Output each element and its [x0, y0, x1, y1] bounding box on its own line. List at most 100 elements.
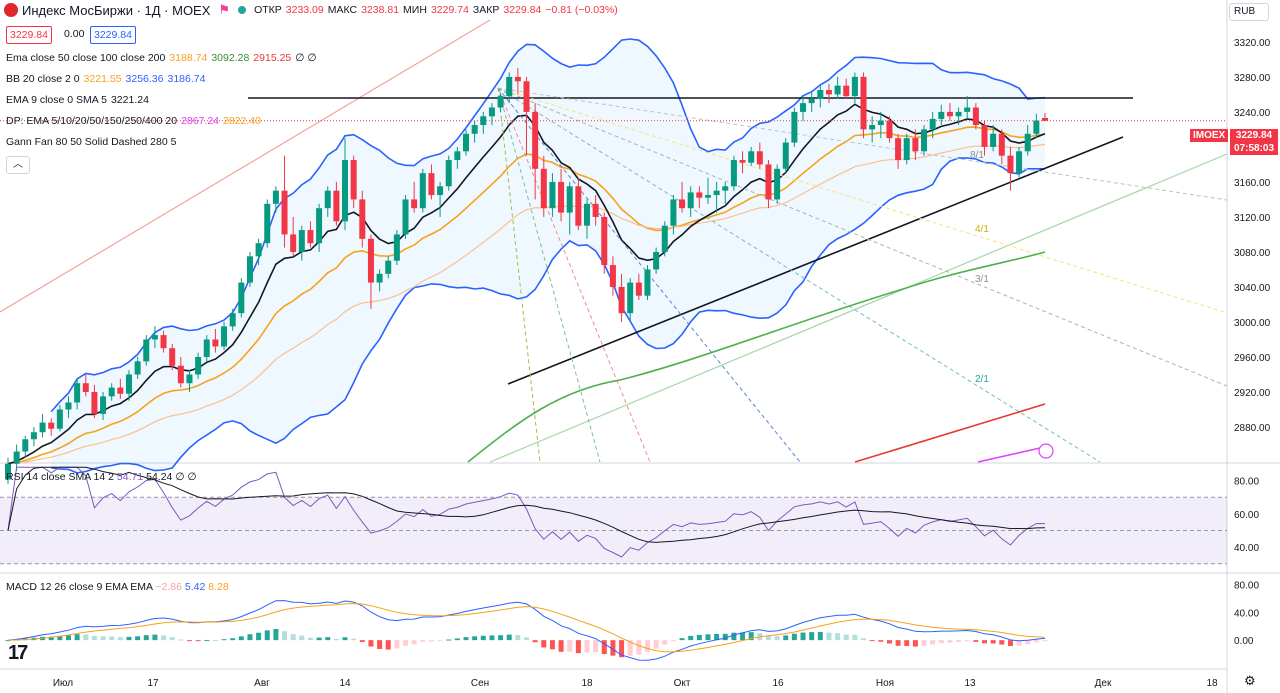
rsi-sma-value: 54.24 — [146, 471, 173, 483]
low-label: МИН — [403, 4, 427, 16]
spread-value: 0.00 — [64, 28, 85, 40]
collapse-legend-button[interactable]: ︿ — [6, 156, 30, 174]
macd-histogram-bar — [65, 635, 71, 641]
indicator-legend-item[interactable]: Gann Fan 80 50 Solid Dashed 280 5 — [6, 136, 180, 148]
candle-body — [877, 120, 884, 126]
gann-fan-line — [0, 19, 491, 313]
macd-histogram-bar — [454, 638, 460, 641]
candle-body — [532, 111, 539, 169]
candle-body — [843, 85, 850, 97]
price-tick-label: 3320.00 — [1234, 38, 1271, 49]
macd-histogram-bar — [515, 635, 521, 641]
macd-histogram-bar — [472, 636, 478, 641]
candle-body — [125, 374, 132, 394]
currency-selector[interactable]: RUB — [1229, 3, 1269, 21]
macd-signal-line — [7, 603, 1046, 653]
candle-body — [540, 168, 547, 209]
macd-histogram-bar — [999, 640, 1005, 645]
candle-body — [886, 120, 893, 139]
candle-body — [566, 186, 573, 213]
candle-body — [212, 339, 219, 347]
macd-histogram-bar — [532, 640, 538, 643]
flag-icon[interactable]: ⚑ — [218, 2, 231, 17]
candle-body — [1016, 151, 1023, 174]
tradingview-logo-icon[interactable]: 17 — [8, 642, 28, 664]
candle-body — [298, 230, 305, 252]
macd-histogram-bar — [774, 636, 780, 641]
indicator-value: 2867.24 — [181, 115, 220, 127]
candle-body — [74, 383, 81, 403]
indicator-legend-item[interactable]: Ema close 50 close 100 close 200 3188.74 3… — [6, 52, 320, 64]
candle-body — [238, 282, 245, 314]
open-value: 3233.09 — [285, 4, 324, 16]
macd-histogram-bar — [91, 635, 97, 641]
candle-body — [635, 282, 642, 296]
candle-body — [860, 76, 867, 130]
last-price: 3229.84 — [1235, 130, 1273, 141]
macd-histogram-bar — [601, 640, 607, 655]
symbol-title[interactable]: Индекс МосБиржи · 1Д · MOEX — [22, 2, 211, 18]
price-tick-label: 3000.00 — [1234, 318, 1271, 329]
candle-body — [851, 76, 858, 97]
gann-fan-line — [497, 87, 1228, 201]
candle-body — [730, 160, 737, 187]
candle-body — [39, 422, 46, 433]
macd-histogram-bar — [299, 635, 305, 641]
indicator-name: Gann Fan 80 50 Solid Dashed 280 5 — [6, 136, 177, 148]
buy-price-box[interactable]: 3229.84 — [90, 26, 136, 44]
candle-body — [255, 243, 262, 257]
macd-histogram-bar — [247, 634, 253, 641]
gann-fan-line — [497, 87, 1101, 463]
candle-body — [549, 181, 556, 209]
candle-body — [696, 192, 703, 198]
candle-body — [644, 269, 651, 296]
candle-body — [800, 103, 807, 112]
candle-body — [938, 111, 945, 119]
candle-body — [791, 111, 798, 143]
macd-histogram-bar — [5, 640, 11, 642]
macd-histogram-bar — [679, 638, 685, 641]
time-tick-label: Окт — [674, 678, 691, 689]
candle-body — [921, 129, 928, 152]
candle-body — [350, 160, 357, 200]
macd-histogram-bar — [731, 632, 737, 641]
macd-histogram-bar — [74, 634, 80, 641]
price-tick-label: 3120.00 — [1234, 213, 1271, 224]
macd-histogram-bar — [930, 640, 936, 645]
support-trend-line — [507, 136, 1124, 385]
macd-histogram-bar — [264, 630, 270, 641]
macd-legend: MACD 12 26 close 9 EMA EMA −2.86 5.42 8.… — [6, 581, 229, 593]
macd-histogram-bar — [256, 632, 262, 641]
macd-histogram-bar — [394, 640, 400, 649]
macd-histogram-bar — [575, 640, 581, 654]
macd-histogram-bar — [843, 634, 849, 641]
candle-body — [825, 90, 832, 95]
ema-200-line — [854, 403, 1046, 463]
indicator-value: 3186.74 — [167, 73, 206, 85]
indicator-legend-item[interactable]: EMA 9 close 0 SMA 5 3221.24 — [6, 94, 153, 106]
candle-body — [834, 85, 841, 95]
indicator-legend-item[interactable]: DP: EMA 5/10/20/50/150/250/400 20 2867.24… — [6, 115, 265, 127]
macd-histogram-bar — [403, 640, 409, 646]
sell-price-box[interactable]: 3229.84 — [6, 26, 52, 44]
gear-icon[interactable]: ⚙ — [1244, 673, 1256, 688]
time-tick-label: 14 — [339, 678, 351, 689]
candle-body — [333, 190, 340, 222]
candle-body — [402, 199, 409, 235]
close-value: 3229.84 — [503, 4, 542, 16]
candle-body — [661, 225, 668, 252]
macd-histogram-bar — [273, 628, 279, 641]
macd-histogram-bar — [973, 640, 979, 642]
macd-histogram-bar — [307, 637, 313, 641]
macd-histogram-bar — [878, 640, 884, 642]
candle-body — [817, 90, 824, 99]
symbol-header: Индекс МосБиржи · 1Д · MOEX ⚑ ОТКР 3233.0… — [4, 2, 618, 18]
indicator-legend-item[interactable]: BB 20 close 2 0 3221.55 3256.36 3186.74 — [6, 73, 209, 85]
gann-fan-line — [497, 87, 1228, 387]
macd-histogram-bar — [316, 637, 322, 641]
candle-body — [601, 216, 608, 266]
macd-histogram-bar — [835, 633, 841, 641]
candle-body — [782, 142, 789, 169]
candle-body — [376, 273, 383, 283]
